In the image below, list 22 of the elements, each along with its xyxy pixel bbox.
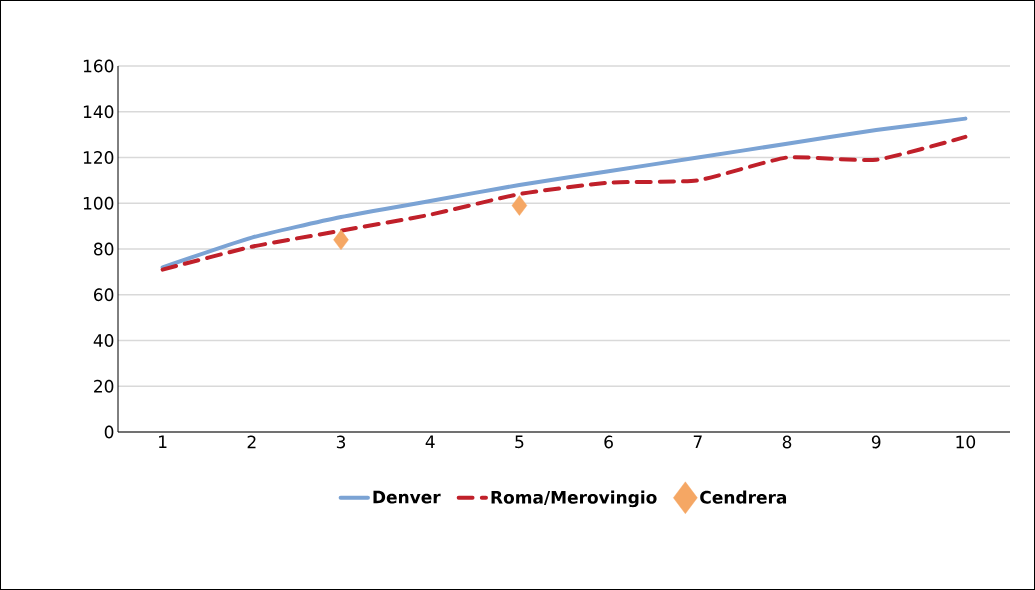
x-tick-label: 9 (871, 435, 881, 449)
x-tick-label: 10 (956, 435, 976, 449)
x-tick-label: 4 (425, 435, 435, 448)
x-tick-label: 1 (159, 435, 167, 448)
legend-label: Denver (373, 490, 441, 504)
x-tick-label: 3 (336, 435, 346, 449)
x-tick-label: 2 (247, 435, 256, 449)
y-tick-label: 120 (83, 151, 114, 164)
x-tick-label: 7 (693, 435, 702, 448)
x-tick-label: 5 (515, 435, 524, 449)
x-tick-label: 8 (782, 435, 792, 449)
y-tick-label: 40 (93, 334, 114, 347)
y-tick-label: 160 (83, 59, 114, 73)
y-tick-label: 100 (83, 196, 114, 210)
y-tick-label: 60 (94, 288, 114, 302)
y-tick-label: 140 (83, 105, 114, 119)
y-tick-label: 20 (94, 379, 114, 393)
y-tick-label: 80 (94, 242, 114, 256)
legend-label: Roma/Merovingio (491, 490, 657, 508)
legend-label: Cendrera (700, 490, 787, 504)
x-tick-label: 6 (604, 435, 613, 449)
y-tick-label: 0 (104, 425, 114, 439)
